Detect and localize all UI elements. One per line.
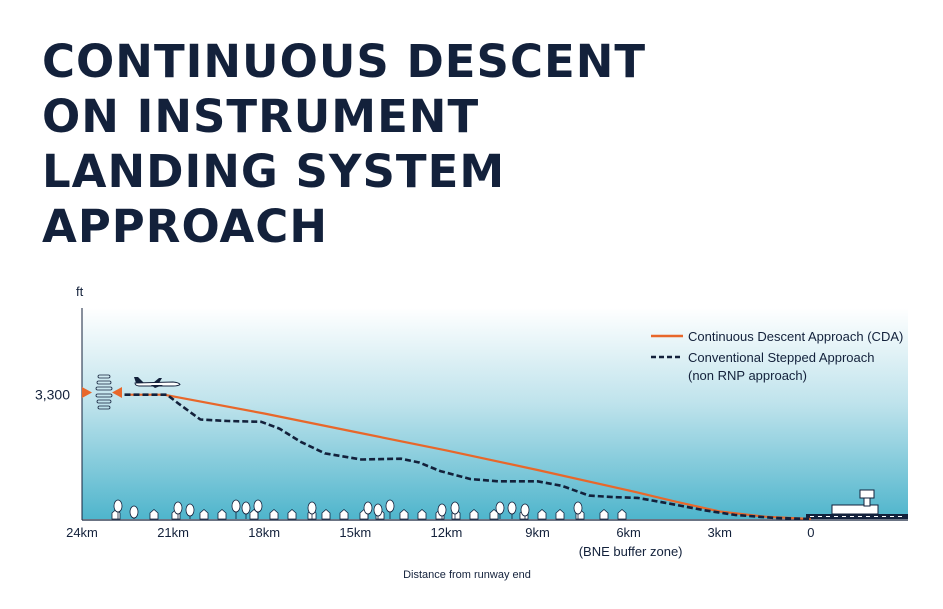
house-icon [599,508,609,520]
ils-bar [96,380,112,385]
legend: Continuous Descent Approach (CDA) Conven… [651,329,903,383]
legend-label-stepped-line2: (non RNP approach) [688,368,807,383]
ils-arrow-left [82,387,92,398]
house-icon [489,508,499,520]
house-icon [617,508,627,520]
x-tick-label: 0 [807,525,814,540]
x-tick-label: 24km [66,525,98,540]
tree-icon [385,499,395,519]
legend-label-stepped: Conventional Stepped Approach [688,350,874,365]
houses-row [111,499,627,520]
title-line-3: LANDING SYSTEM [42,145,506,198]
x-tick-label: 21km [157,525,189,540]
tree-icon [241,501,251,519]
x-tick-label: 3km [707,525,732,540]
ils-bar [96,399,112,404]
y-tick-label: 3,300 [35,387,70,403]
house-icon [339,508,349,520]
ils-bar [97,405,111,410]
ils-bar [95,386,113,391]
tree-icon [113,499,123,519]
house-icon [199,508,209,520]
x-tick-label: 6km [616,525,641,540]
tree-icon [520,503,530,519]
house-icon [217,508,227,520]
tree-icon [129,505,139,519]
tree-icon [373,503,383,519]
x-tick-label: 12km [431,525,463,540]
x-tick-label: 15km [339,525,371,540]
tree-icon [507,501,517,519]
tree-icon [437,503,447,519]
x-axis-label: Distance from runway end [403,569,531,581]
tree-icon [173,501,183,519]
tree-icon [253,499,263,519]
y-axis-label: ft [76,284,84,299]
house-icon [555,508,565,520]
tick-layer: 24km 21km 18km 15km 12km 9km 6km (BNE buffer zo… [35,387,814,559]
ils-beacon [82,374,122,410]
house-icon [399,508,409,520]
house-icon [149,508,159,520]
ils-bar [95,393,113,398]
series-line-cda [124,393,811,521]
tree-icon [363,501,373,519]
terminal-building [831,504,879,515]
airport [806,489,908,519]
tree-icon [495,501,505,519]
x-tick-label: 18km [248,525,280,540]
legend-label-cda: Continuous Descent Approach (CDA) [688,329,903,344]
tree-icon [450,501,460,519]
title-line-2: ON INSTRUMENT [42,90,480,143]
plot-area [82,308,908,519]
tree-icon [185,503,195,519]
house-icon [417,508,427,520]
x-tick-label: 9km [525,525,550,540]
house-icon [269,508,279,520]
title-line-1: CONTINUOUS DESCENT [42,35,647,88]
series-line-stepped [124,393,811,521]
house-icon [287,508,297,520]
page-title: CONTINUOUS DESCENT ON INSTRUMENT LANDING… [42,34,646,254]
tree-icon [573,501,583,519]
house-icon [469,508,479,520]
airplane-icon [134,377,181,388]
tree-icon [307,501,317,519]
house-icon [537,508,547,520]
ils-bar [97,374,111,379]
house-icon [321,508,331,520]
title-line-4: APPROACH [42,200,328,253]
control-tower-cab [859,489,875,499]
series-layer [124,393,811,521]
tree-icon [231,499,241,519]
ils-arrow-right [112,387,122,398]
x-tick-sublabel: (BNE buffer zone) [579,544,683,559]
runway [806,514,908,519]
